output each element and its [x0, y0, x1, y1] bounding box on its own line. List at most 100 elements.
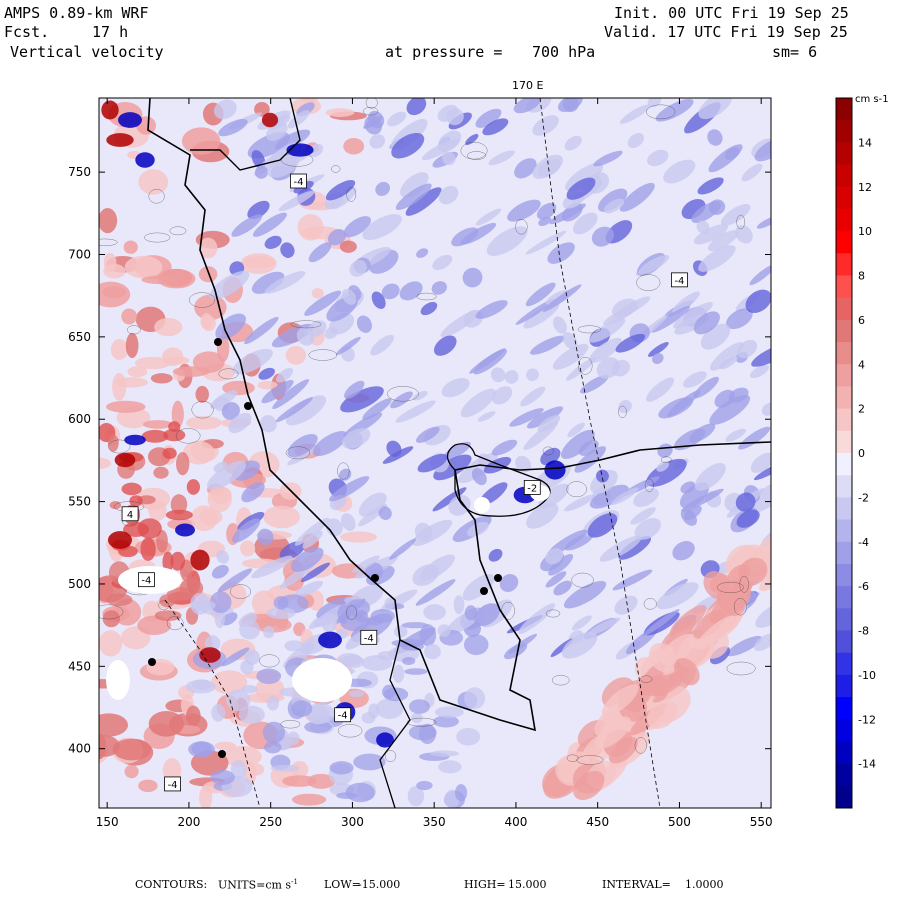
red-cell: [99, 630, 123, 657]
blue-cell: [756, 215, 771, 229]
red-core: [108, 434, 119, 452]
contour-label-box: [290, 173, 307, 189]
contour-line: [99, 604, 124, 620]
blue-cell: [228, 412, 252, 434]
blue-cell: [340, 386, 384, 413]
blue-cell: [749, 264, 771, 286]
blue-cell: [275, 129, 311, 150]
blue-cell: [707, 230, 739, 252]
blue-cell: [697, 177, 724, 195]
contour-line: [467, 151, 486, 160]
meridian-170e: [539, 98, 661, 808]
blue-cell: [750, 452, 771, 473]
blue-cell: [448, 495, 471, 516]
contour-line: [230, 584, 251, 599]
terrain-mask: [292, 658, 352, 702]
coastline-inner: [379, 639, 411, 808]
blue-cell: [312, 431, 348, 457]
colorbar-swatch: [836, 785, 852, 809]
red-cell: [114, 377, 148, 388]
blue-cell: [404, 668, 428, 675]
blue-cell: [266, 607, 296, 620]
contour-label-text: 4: [127, 510, 133, 521]
blue-cell: [593, 150, 623, 167]
blue-cell: [552, 343, 589, 370]
blue-cell: [329, 761, 354, 775]
blue-cell: [515, 455, 532, 473]
contour-line: [634, 737, 647, 754]
blue-cell: [338, 468, 352, 481]
blue-cell: [263, 741, 282, 754]
blue-cell: [335, 336, 361, 356]
blue-cell: [596, 357, 620, 379]
blue-cell: [477, 411, 496, 422]
blue-cell: [442, 441, 471, 461]
colorbar-swatch: [836, 519, 852, 543]
blue-cell: [549, 203, 586, 225]
contour-line: [158, 600, 170, 611]
blue-cell: [275, 397, 313, 423]
blue-cell: [296, 327, 315, 346]
blue-cell: [656, 461, 670, 472]
blue-cell: [262, 721, 285, 744]
colorbar-swatch: [836, 652, 852, 676]
blue-cell: [611, 487, 639, 505]
blue-cell: [241, 482, 265, 503]
blue-cell: [291, 700, 313, 717]
red-cell: [211, 670, 248, 695]
blue-cell: [648, 342, 669, 357]
blue-cell: [564, 494, 596, 512]
station-dot: [480, 587, 488, 595]
blue-cell: [672, 540, 695, 561]
blue-cell: [545, 571, 567, 588]
red-cell: [339, 240, 357, 253]
contour-line: [416, 292, 437, 301]
blue-cell: [231, 214, 263, 237]
blue-cell: [391, 132, 425, 159]
blue-cell: [745, 289, 771, 314]
red-core: [141, 429, 169, 443]
blue-cell: [433, 335, 457, 356]
blue-cell: [475, 208, 502, 226]
blue-cell: [509, 408, 544, 427]
blue-cell: [300, 562, 330, 583]
red-band-cell: [573, 770, 605, 801]
blue-cell: [341, 288, 357, 305]
colorbar-label: 12: [858, 181, 872, 194]
colorbar-swatch: [836, 275, 852, 299]
blue-cell: [252, 212, 287, 237]
red-cell: [103, 263, 126, 279]
blue-cell: [691, 201, 722, 223]
blue-cell: [273, 596, 289, 610]
blue-cell: [264, 271, 306, 294]
blue-cell: [553, 316, 567, 334]
colorbar-label: 10: [858, 225, 872, 238]
blue-cell: [598, 188, 628, 212]
red-band-cell: [601, 684, 639, 717]
terrain-mask: [474, 497, 490, 513]
blue-cell: [371, 291, 386, 309]
blue-cell: [358, 492, 387, 517]
deep-blue-cell: [124, 434, 146, 446]
contour-line: [551, 674, 570, 686]
blue-cell: [378, 506, 392, 520]
blue-cell: [239, 619, 260, 640]
blue-cell: [325, 179, 356, 201]
x-tick-label: 250: [259, 815, 282, 829]
colorbar-swatch: [836, 120, 852, 143]
blue-cell: [694, 462, 726, 491]
red-cell: [105, 400, 146, 413]
colorbar-label: -2: [858, 491, 869, 504]
blue-cell: [561, 632, 598, 659]
footer-high-label: HIGH=: [464, 878, 506, 891]
blue-cell: [658, 397, 694, 419]
blue-cell: [344, 380, 365, 399]
contour-line: [733, 598, 747, 616]
blue-cell: [327, 228, 347, 246]
blue-cell: [603, 198, 625, 214]
red-core: [186, 479, 201, 495]
contour-label-box: [671, 272, 688, 288]
init-time: Init. 00 UTC Fri 19 Sep 25: [614, 4, 849, 22]
blue-cell: [751, 343, 771, 367]
station-dot: [214, 338, 222, 346]
